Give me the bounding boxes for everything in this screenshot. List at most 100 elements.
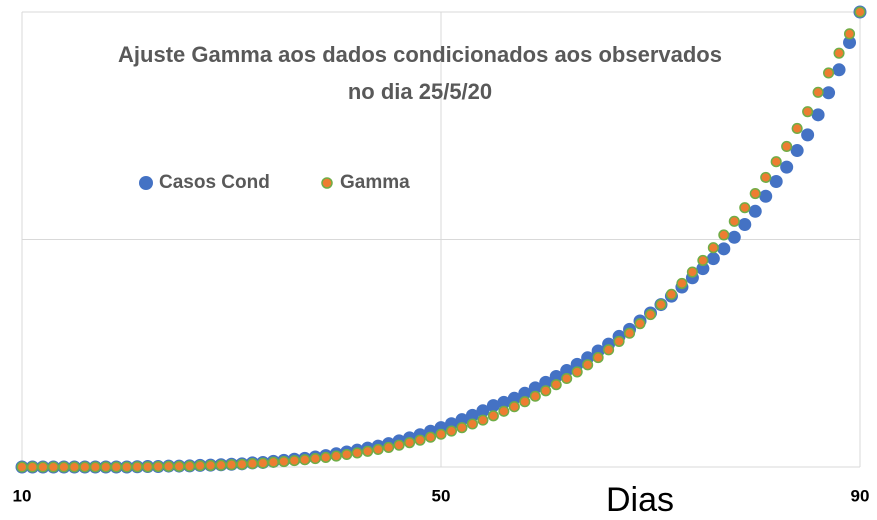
data-point [528,381,542,395]
legend-label: Casos Cond [159,172,270,193]
data-point [644,309,657,321]
data-point [152,460,164,473]
data-point [655,299,667,311]
data-point [706,252,720,266]
data-point [780,160,794,174]
data-point [770,156,782,168]
x-tick-label: 50 [432,486,451,505]
data-point [718,229,730,241]
data-point [823,67,835,79]
data-point [508,401,520,413]
data-point [351,447,363,459]
data-point [529,390,541,402]
legend-marker [321,177,333,189]
data-point [696,262,710,276]
data-point [476,404,490,418]
data-point [121,461,133,473]
data-point [603,344,615,356]
data-point [37,461,49,473]
data-point [519,396,531,408]
data-point [47,461,59,473]
data-point [665,288,678,300]
data-point [717,242,731,256]
data-point [550,379,562,391]
data-point [466,418,478,430]
data-point [26,461,39,473]
data-point [539,375,553,389]
data-point [549,369,563,383]
data-point [194,460,206,472]
data-point [560,364,574,378]
data-point [634,318,646,330]
data-point [507,391,521,405]
data-point [236,458,248,470]
data-point [833,47,845,59]
data-point [697,254,709,266]
x-tick-label: 10 [13,486,32,505]
data-point [142,461,154,473]
data-point [383,441,395,453]
data-point [424,431,437,443]
data-point [100,461,112,473]
data-point [791,122,803,135]
data-point [330,450,342,462]
data-point [686,266,698,278]
data-point [465,408,479,422]
data-point [225,459,238,471]
data-point [267,456,279,468]
data-point [738,217,752,231]
data-point [487,410,499,422]
data-point [748,204,762,218]
data-point [781,140,793,153]
data-point [362,445,374,457]
data-point [455,413,469,427]
data-point [278,455,290,468]
data-point [486,399,500,413]
data-point [288,455,300,467]
data-point [131,461,143,473]
data-point [163,460,175,472]
data-point [728,215,740,227]
data-point [184,460,196,472]
data-point [498,405,510,417]
data-point [759,189,773,203]
data-point [727,230,741,244]
data-point [79,461,91,473]
data-point [16,461,28,473]
legend-label: Gamma [340,172,410,193]
data-point [822,86,836,100]
data-point [613,335,625,347]
data-point [404,437,416,449]
data-point [372,443,384,456]
data-point [309,453,321,465]
data-point [173,460,185,472]
data-point [456,422,468,434]
data-point [739,202,751,214]
data-point [854,6,866,18]
data-point [497,395,511,409]
data-point [802,106,814,118]
legend-marker [139,176,153,190]
data-point [477,414,489,426]
x-axis-label: Dias [606,481,674,519]
data-point [843,35,857,49]
data-point [215,459,227,471]
data-point [89,461,101,473]
data-point [561,372,573,385]
data-point [58,461,70,473]
data-point [341,448,353,461]
data-point [790,144,804,158]
data-point [414,434,426,446]
data-point [110,461,122,473]
data-point [393,439,405,451]
x-tick-label: 90 [851,486,870,505]
data-point [320,451,332,463]
data-point [832,63,846,77]
data-point [624,327,636,339]
data-point [749,187,761,200]
data-point [582,359,594,371]
data-point [518,386,532,400]
data-point [540,385,552,397]
